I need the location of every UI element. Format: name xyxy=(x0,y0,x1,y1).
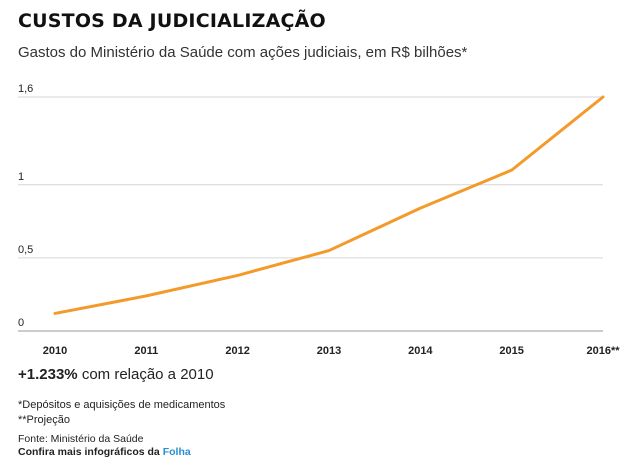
y-tick-label: 0,5 xyxy=(18,244,33,256)
growth-highlight: +1.233% com relação a 2010 xyxy=(18,366,214,383)
more-infographics-text: Confira mais infográficos da xyxy=(18,446,160,458)
folha-link[interactable]: Folha xyxy=(162,446,191,458)
series-line xyxy=(53,95,605,315)
footnote-deposits: *Depósitos e aquisições de medicamentos xyxy=(18,399,226,411)
x-tick-label: 2013 xyxy=(317,345,341,357)
more-infographics: Confira mais infográficos da Folha xyxy=(18,446,191,458)
x-tick-label: 2015 xyxy=(499,345,523,357)
x-tick-label: 2016** xyxy=(586,345,620,357)
y-axis-ticks: 0 0,5 1 1,6 xyxy=(18,83,33,329)
grid-lines xyxy=(18,96,603,332)
y-tick-label: 0 xyxy=(18,317,24,329)
chart-title: CUSTOS DA JUDICIALIZAÇÃO xyxy=(18,10,326,32)
y-tick-label: 1,6 xyxy=(18,83,33,95)
y-tick-label: 1 xyxy=(18,171,24,183)
x-tick-label: 2011 xyxy=(134,345,158,357)
chart-subtitle: Gastos do Ministério da Saúde com ações … xyxy=(18,44,468,61)
growth-value: +1.233% xyxy=(18,366,78,383)
footnote-projection: **Projeção xyxy=(18,414,70,426)
x-tick-label: 2014 xyxy=(408,345,433,357)
source-line: Fonte: Ministério da Saúde xyxy=(18,433,144,445)
series-layer xyxy=(53,95,605,315)
growth-text: com relação a 2010 xyxy=(81,366,214,383)
x-tick-label: 2010 xyxy=(43,345,67,357)
x-tick-label: 2012 xyxy=(225,345,249,357)
x-axis-ticks: 2010 2011 2012 2013 2014 2015 2016** xyxy=(43,345,620,357)
